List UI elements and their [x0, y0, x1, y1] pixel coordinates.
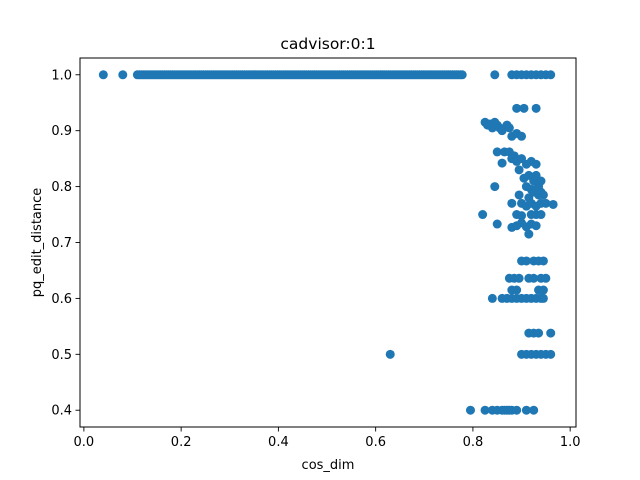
- x-axis-label: cos_dim: [302, 458, 355, 473]
- x-tick-label: 0.8: [463, 435, 484, 450]
- data-point: [512, 405, 522, 415]
- x-tick-label: 0.0: [74, 435, 95, 450]
- y-tick-label: 0.9: [51, 124, 72, 139]
- data-point: [524, 229, 534, 239]
- data-point: [517, 211, 527, 221]
- data-point: [531, 103, 541, 113]
- y-axis-ticks: 0.4 0.5 0.6 0.7 0.8 0.9 1.0: [51, 68, 80, 419]
- y-axis-label: pq_edit_distance: [30, 188, 45, 298]
- data-point: [534, 328, 544, 338]
- data-point: [538, 190, 548, 200]
- data-point: [514, 190, 524, 200]
- data-point: [536, 176, 546, 186]
- y-tick-label: 0.8: [51, 180, 72, 195]
- data-point: [490, 70, 500, 80]
- y-tick-label: 0.5: [51, 348, 72, 363]
- y-tick-label: 1.0: [51, 68, 72, 83]
- data-point: [546, 70, 556, 80]
- data-point: [514, 165, 524, 175]
- data-point: [548, 199, 558, 209]
- data-point: [531, 159, 541, 169]
- data-point: [517, 131, 527, 141]
- data-point: [490, 182, 500, 192]
- chart-title: cadvisor:0:1: [280, 35, 375, 53]
- data-point: [541, 198, 551, 208]
- data-point: [497, 158, 507, 168]
- data-point: [478, 210, 488, 220]
- data-point: [487, 293, 497, 303]
- y-tick-label: 0.4: [51, 404, 72, 419]
- data-point: [541, 273, 551, 283]
- data-point: [98, 70, 108, 80]
- data-point: [465, 405, 475, 415]
- data-point: [480, 405, 490, 415]
- data-point: [492, 147, 502, 157]
- data-point: [531, 221, 541, 231]
- data-point: [492, 219, 502, 229]
- x-tick-label: 0.2: [171, 435, 192, 450]
- data-point: [504, 123, 514, 133]
- data-point: [538, 256, 548, 266]
- data-point: [512, 103, 522, 113]
- data-point: [536, 210, 546, 220]
- y-tick-label: 0.6: [51, 292, 72, 307]
- data-point: [529, 405, 539, 415]
- y-tick-label: 0.7: [51, 236, 72, 251]
- data-point: [519, 103, 529, 113]
- x-tick-label: 0.6: [365, 435, 386, 450]
- data-point: [538, 293, 548, 303]
- data-point: [546, 349, 556, 359]
- data-point: [507, 198, 517, 208]
- x-tick-label: 0.4: [268, 435, 289, 450]
- data-point: [521, 405, 531, 415]
- points-layer: [98, 70, 558, 415]
- data-point: [521, 256, 531, 266]
- data-point: [514, 273, 524, 283]
- data-point: [457, 70, 467, 80]
- data-point: [512, 285, 522, 295]
- x-tick-label: 1.0: [560, 435, 581, 450]
- x-axis-ticks: 0.0 0.2 0.4 0.6 0.8 1.0: [74, 427, 581, 450]
- data-point: [529, 273, 539, 283]
- data-point: [538, 285, 548, 295]
- plot-frame: [79, 57, 577, 428]
- data-point: [118, 70, 128, 80]
- data-point: [546, 328, 556, 338]
- data-point: [385, 349, 395, 359]
